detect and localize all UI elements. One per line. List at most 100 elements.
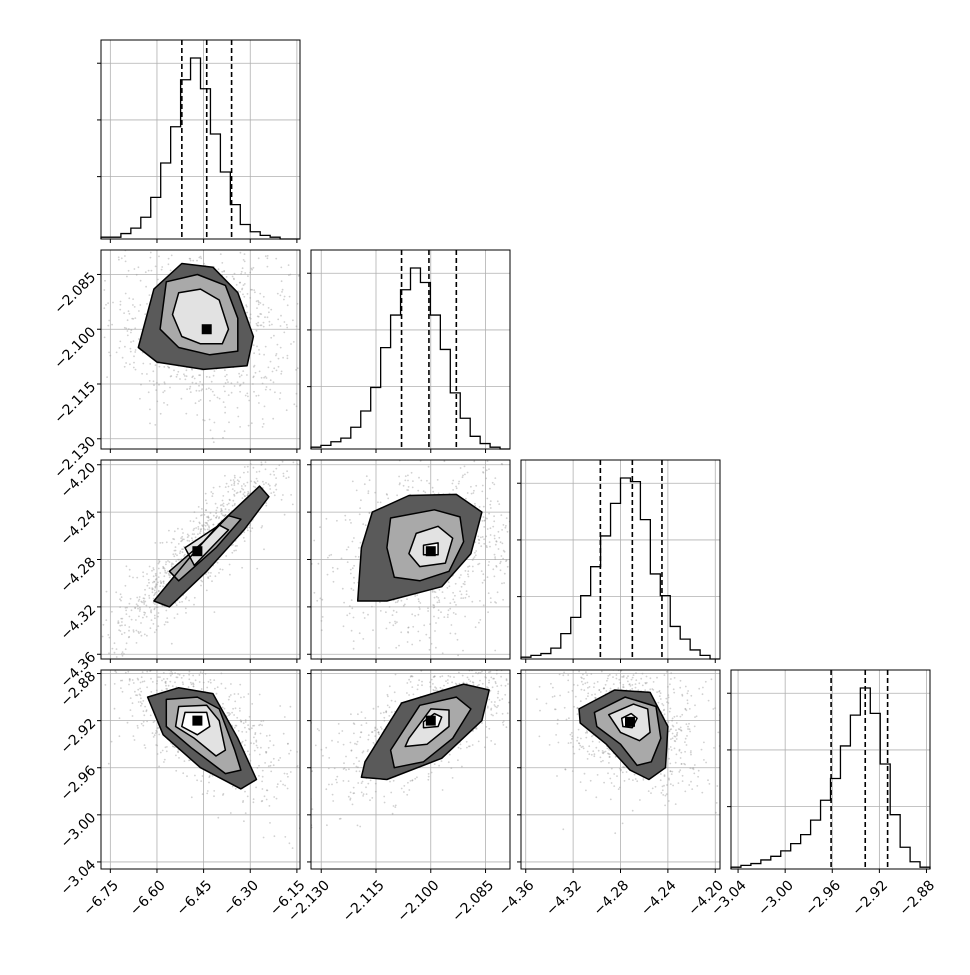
sample-point xyxy=(188,760,190,762)
sample-point xyxy=(538,648,540,650)
sample-point xyxy=(171,246,173,248)
sample-point xyxy=(204,236,206,238)
sample-point xyxy=(273,367,275,369)
sample-point xyxy=(144,744,146,746)
sample-point xyxy=(122,655,124,657)
sample-point xyxy=(335,343,337,345)
sample-point xyxy=(490,507,492,509)
sample-point xyxy=(265,468,267,470)
sample-point xyxy=(164,759,166,761)
sample-point xyxy=(251,527,253,529)
sample-point xyxy=(407,641,409,643)
sample-point xyxy=(390,792,392,794)
sample-point xyxy=(383,796,385,798)
sample-point xyxy=(181,637,183,639)
sample-point xyxy=(419,608,421,610)
sample-point xyxy=(225,382,227,384)
sample-point xyxy=(154,581,156,583)
sample-point xyxy=(482,683,484,685)
sample-point xyxy=(127,319,129,321)
sample-point xyxy=(462,475,464,477)
sample-point xyxy=(368,679,370,681)
sample-point xyxy=(196,779,198,781)
sample-point xyxy=(146,616,148,618)
sample-point xyxy=(239,376,241,378)
sample-point xyxy=(142,617,144,619)
sample-point xyxy=(429,649,431,651)
sample-point xyxy=(282,494,284,496)
sample-point xyxy=(274,485,276,487)
sample-point xyxy=(464,665,466,667)
sample-point xyxy=(482,573,484,575)
sample-point xyxy=(228,486,230,488)
sample-point xyxy=(364,617,366,619)
sample-point xyxy=(332,341,334,343)
sample-point xyxy=(375,783,377,785)
sample-point xyxy=(270,492,272,494)
sample-point xyxy=(225,687,227,689)
sample-point xyxy=(518,692,520,694)
sample-point xyxy=(115,672,117,674)
sample-point xyxy=(130,351,132,353)
sample-point xyxy=(246,393,248,395)
sample-point xyxy=(321,599,323,601)
sample-point xyxy=(401,600,403,602)
sample-point xyxy=(298,275,300,277)
sample-point xyxy=(287,769,289,771)
sample-point xyxy=(125,610,127,612)
sample-point xyxy=(447,587,449,589)
sample-point xyxy=(270,337,272,339)
sample-point xyxy=(326,824,328,826)
sample-point xyxy=(493,484,495,486)
sample-point xyxy=(198,506,200,508)
sample-point xyxy=(258,257,260,259)
sample-point xyxy=(224,430,226,432)
sample-point xyxy=(501,625,503,627)
sample-point xyxy=(235,707,237,709)
sample-point xyxy=(260,733,262,735)
sample-point xyxy=(157,606,159,608)
sample-point xyxy=(143,602,145,604)
sample-point xyxy=(364,483,366,485)
sample-point xyxy=(140,601,142,603)
sample-point xyxy=(52,618,54,620)
sample-point xyxy=(159,572,161,574)
sample-point xyxy=(551,637,553,639)
sample-point xyxy=(153,623,155,625)
sample-point xyxy=(352,541,354,543)
sample-point xyxy=(352,804,354,806)
sample-point xyxy=(188,540,190,542)
sample-point xyxy=(475,554,477,556)
sample-point xyxy=(371,797,373,799)
sample-point xyxy=(224,708,226,710)
sample-point xyxy=(147,585,149,587)
sample-point xyxy=(353,648,355,650)
sample-point xyxy=(182,772,184,774)
sample-point xyxy=(267,257,269,259)
sample-point xyxy=(680,752,682,754)
sample-point xyxy=(265,389,267,391)
sample-point xyxy=(234,477,236,479)
sample-point xyxy=(138,338,140,340)
sample-point xyxy=(513,543,515,545)
sample-point xyxy=(486,546,488,548)
sample-point xyxy=(378,364,380,366)
sample-point xyxy=(136,694,138,696)
sample-point xyxy=(281,499,283,501)
sample-point xyxy=(342,588,344,590)
sample-point xyxy=(296,456,298,458)
sample-point xyxy=(116,352,118,354)
sample-point xyxy=(472,642,474,644)
sample-point xyxy=(257,322,259,324)
sample-point xyxy=(522,680,524,682)
sample-point xyxy=(261,527,263,529)
sample-point xyxy=(511,660,513,662)
sample-point xyxy=(265,255,267,257)
sample-point xyxy=(553,510,555,512)
sample-point xyxy=(410,780,412,782)
sample-point xyxy=(467,573,469,575)
sample-point xyxy=(158,590,160,592)
sample-point xyxy=(188,678,190,680)
sample-point xyxy=(224,406,226,408)
sample-point xyxy=(385,710,387,712)
